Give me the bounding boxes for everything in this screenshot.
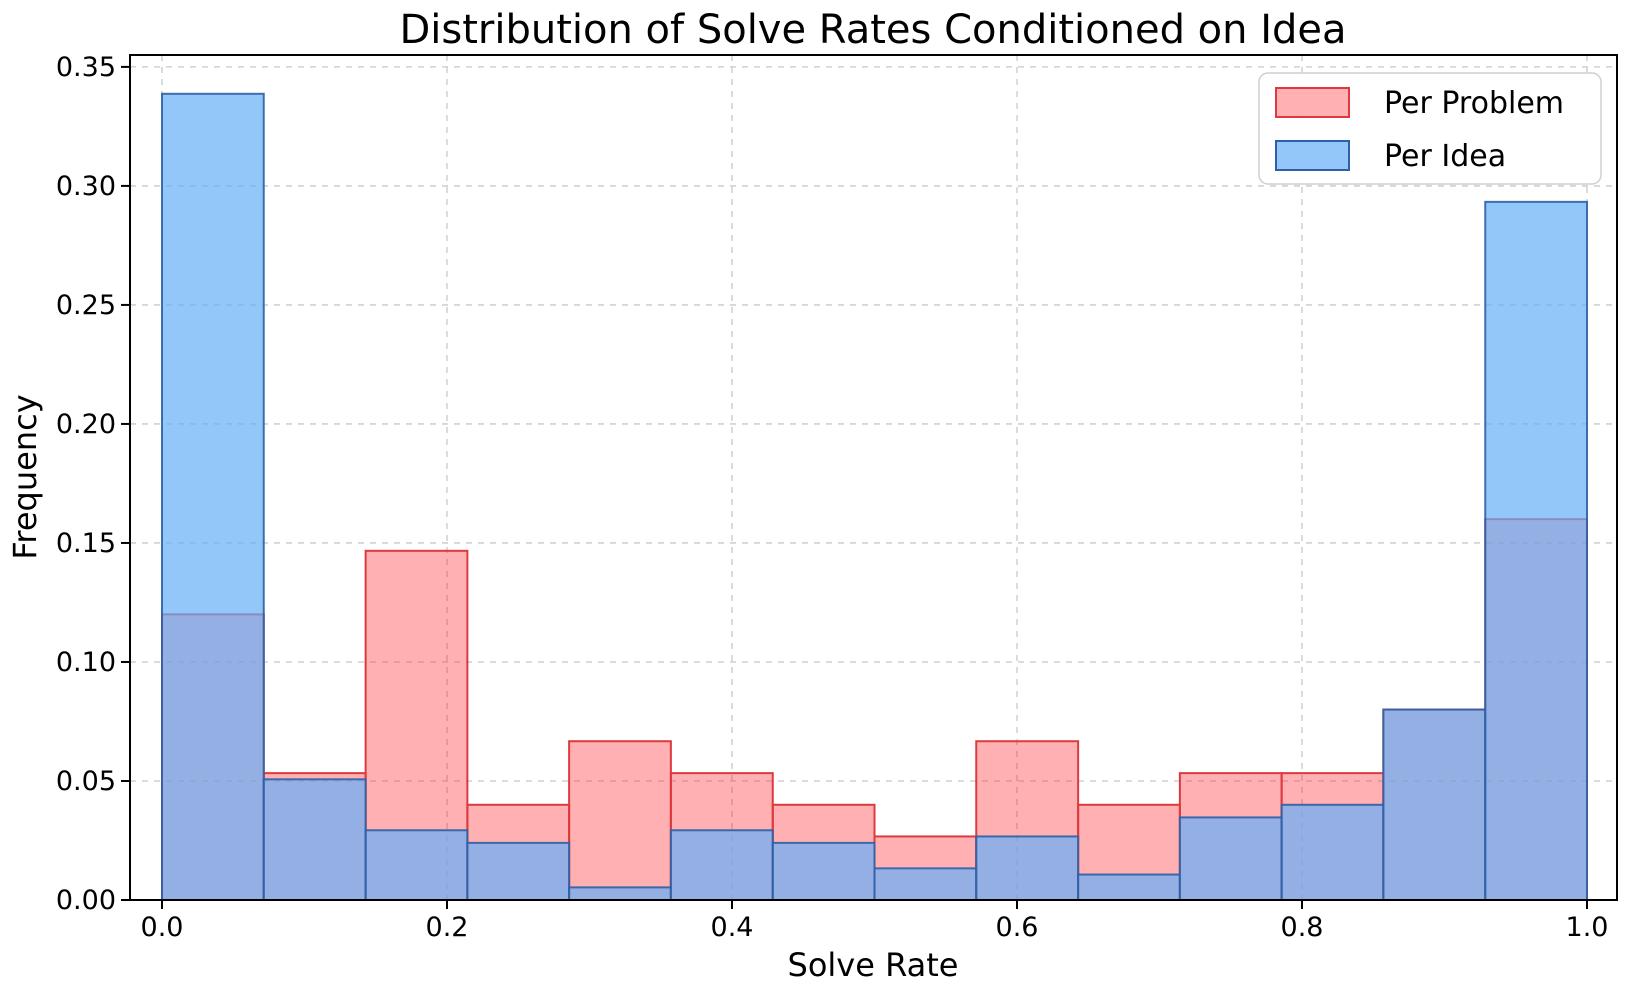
legend-swatch-per-idea xyxy=(1275,140,1350,171)
legend-label-per-problem: Per Problem xyxy=(1384,86,1564,121)
x-tick-label: 0.6 xyxy=(996,912,1039,943)
plot-frame xyxy=(129,54,1618,901)
legend-swatch-per-problem xyxy=(1275,87,1350,118)
bar-per-idea xyxy=(262,778,367,901)
y-tick-label: 0.15 xyxy=(56,528,116,559)
bar-per-idea xyxy=(669,829,774,902)
y-tick-label: 0.35 xyxy=(56,52,116,83)
axis-ticks xyxy=(121,65,1588,909)
y-tick-label: 0.10 xyxy=(56,647,116,678)
y-axis-label: Frequency xyxy=(6,394,44,559)
bar-per-idea xyxy=(1484,200,1589,901)
bar-per-idea xyxy=(873,867,978,901)
legend: Per Problem Per Idea xyxy=(1258,72,1602,185)
y-tick-label: 0.00 xyxy=(56,885,116,916)
bar-per-idea xyxy=(364,829,469,902)
x-tick-label: 1.0 xyxy=(1566,912,1609,943)
x-tick-label: 0.2 xyxy=(426,912,469,943)
bar-per-idea xyxy=(161,92,265,902)
bar-per-idea xyxy=(1280,803,1385,902)
bars-per-idea xyxy=(161,92,1589,902)
bar-per-idea xyxy=(1178,816,1283,902)
bar-per-problem xyxy=(568,740,672,902)
bar-per-idea xyxy=(1382,708,1487,901)
legend-label-per-idea: Per Idea xyxy=(1384,139,1506,174)
y-tick-label: 0.30 xyxy=(56,171,116,202)
bar-per-idea xyxy=(568,886,672,902)
x-tick-label: 0.0 xyxy=(141,912,184,943)
x-axis-label: Solve Rate xyxy=(788,946,959,984)
y-tick-label: 0.25 xyxy=(56,290,116,321)
axis-tick-labels: 0.0 0.2 0.4 0.6 0.8 1.0 0.00 0.05 0.10 0.15 0.20 0.… xyxy=(56,52,1609,943)
bar-per-idea xyxy=(466,841,571,901)
chart-title: Distribution of Solve Rates Conditioned … xyxy=(399,7,1346,53)
y-tick-label: 0.20 xyxy=(56,409,116,440)
x-tick-label: 0.8 xyxy=(1281,912,1324,943)
x-tick-label: 0.4 xyxy=(711,912,754,943)
bar-per-idea xyxy=(975,835,1080,901)
y-tick-label: 0.05 xyxy=(56,766,116,797)
bar-per-idea xyxy=(771,841,876,901)
bar-per-idea xyxy=(1077,873,1181,902)
